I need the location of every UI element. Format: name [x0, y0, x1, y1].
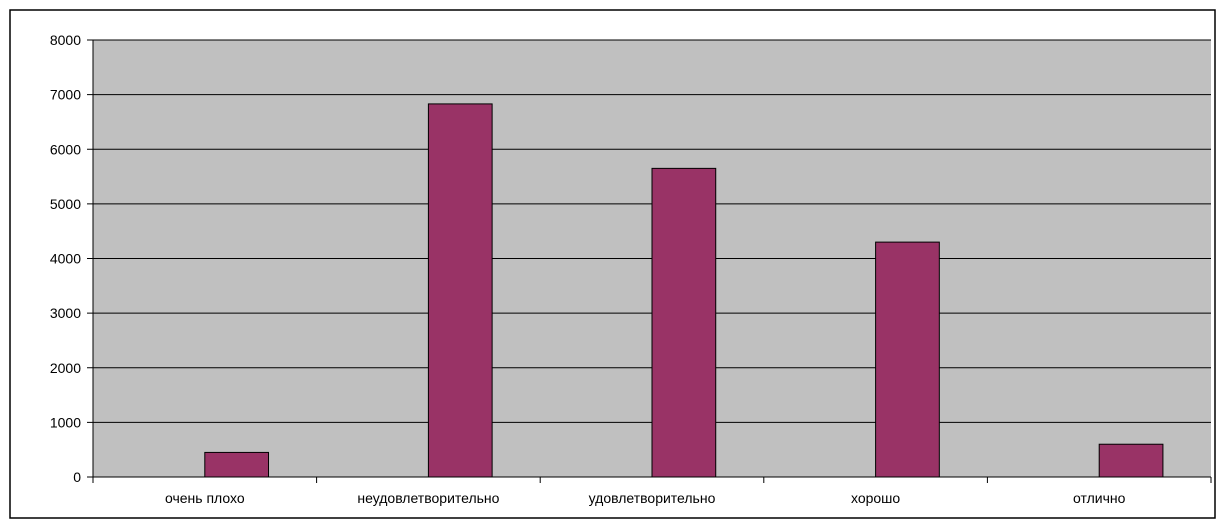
- y-tick-label: 5000: [50, 196, 81, 212]
- y-tick-label: 2000: [50, 360, 81, 376]
- y-tick-label: 0: [73, 469, 81, 485]
- y-tick-label: 1000: [50, 414, 81, 430]
- y-axis-tick-labels: 0 1000 2000 3000 4000 5000 6000 7000 8000: [50, 32, 81, 485]
- y-tick-label: 4000: [50, 251, 81, 267]
- bar: [1099, 444, 1163, 477]
- x-category-label: неудовлетворительно: [357, 490, 499, 506]
- y-tick-label: 6000: [50, 141, 81, 157]
- x-category-label: очень плохо: [165, 490, 245, 506]
- bar: [876, 242, 940, 477]
- y-tick-label: 7000: [50, 87, 81, 103]
- y-tick-label: 3000: [50, 305, 81, 321]
- x-category-label: удовлетворительно: [589, 490, 716, 506]
- bar: [205, 452, 269, 477]
- x-category-label: хорошо: [851, 490, 900, 506]
- bar: [652, 168, 716, 477]
- y-tick-label: 8000: [50, 32, 81, 48]
- bar: [428, 104, 492, 477]
- x-category-label: отлично: [1073, 490, 1126, 506]
